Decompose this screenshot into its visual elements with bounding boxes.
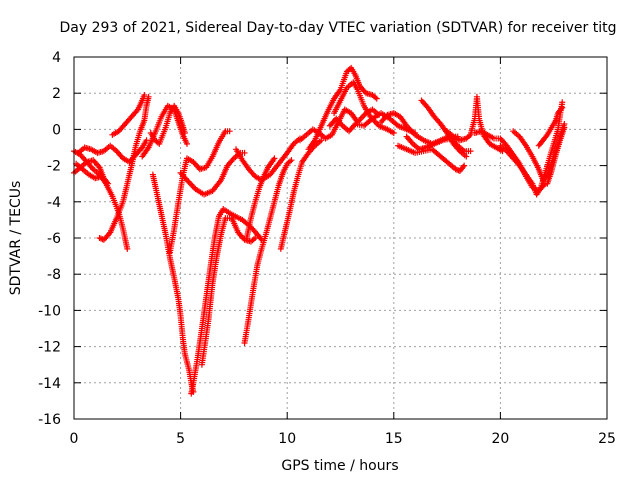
data-point-marker: [460, 163, 467, 170]
data-point-marker: [467, 148, 474, 155]
y-tick-label: -10: [38, 303, 61, 319]
y-tick-label: -6: [47, 231, 61, 247]
plot-border: [73, 56, 608, 420]
x-tick-label: 25: [598, 431, 616, 447]
data-point-marker: [105, 180, 112, 187]
y-tick-label: -16: [38, 412, 61, 428]
y-tick-label: 2: [52, 86, 61, 102]
y-tick-label: 4: [52, 50, 61, 66]
data-point-marker: [183, 140, 190, 147]
data-point-marker: [543, 133, 550, 140]
data-point-marker: [104, 179, 111, 186]
y-axis-label: SDTVAR / TECUs: [8, 181, 24, 296]
data-point-marker: [124, 245, 131, 252]
x-tick-label: 5: [176, 431, 185, 447]
data-point-marker: [181, 130, 188, 137]
y-tick-label: -8: [47, 267, 61, 283]
x-axis-label: GPS time / hours: [281, 458, 398, 474]
x-tick-label: 10: [278, 431, 296, 447]
data-point-marker: [252, 235, 259, 241]
y-tick-label: -14: [38, 376, 61, 392]
x-tick-label: 0: [70, 431, 79, 447]
data-point-marker: [463, 153, 470, 160]
data-point-marker: [561, 124, 568, 131]
y-tick-label: -4: [47, 195, 61, 211]
data-point-marker: [461, 162, 468, 169]
grid-lines: [74, 57, 607, 419]
x-tick-label: 15: [385, 431, 403, 447]
data-point-marker: [558, 106, 565, 113]
data-point-marker: [143, 137, 150, 144]
chart-title: Day 293 of 2021, Sidereal Day-to-day VTE…: [60, 20, 617, 36]
data-point-marker: [98, 173, 105, 180]
data-point-marker: [390, 130, 397, 137]
data-point-marker: [241, 149, 248, 156]
data-point-marker: [559, 99, 566, 106]
data-point-marker: [288, 157, 295, 164]
y-tick-label: -12: [38, 340, 61, 356]
data-point-marker: [373, 95, 380, 102]
y-tick-label: -2: [47, 159, 61, 175]
data-point-marker: [318, 137, 325, 144]
data-point-marker: [559, 104, 566, 111]
y-tick-label: 0: [52, 122, 61, 138]
data-point-marker: [271, 155, 278, 162]
x-tick-label: 20: [491, 431, 509, 447]
data-point-marker: [226, 128, 233, 135]
tick-labels: 0 5 10 15 20 25 -16 -14 -12 -10 -8 -6 -4 -2 0 2 4: [38, 50, 616, 447]
data-point-marker: [141, 92, 148, 99]
data-points: [71, 64, 568, 397]
